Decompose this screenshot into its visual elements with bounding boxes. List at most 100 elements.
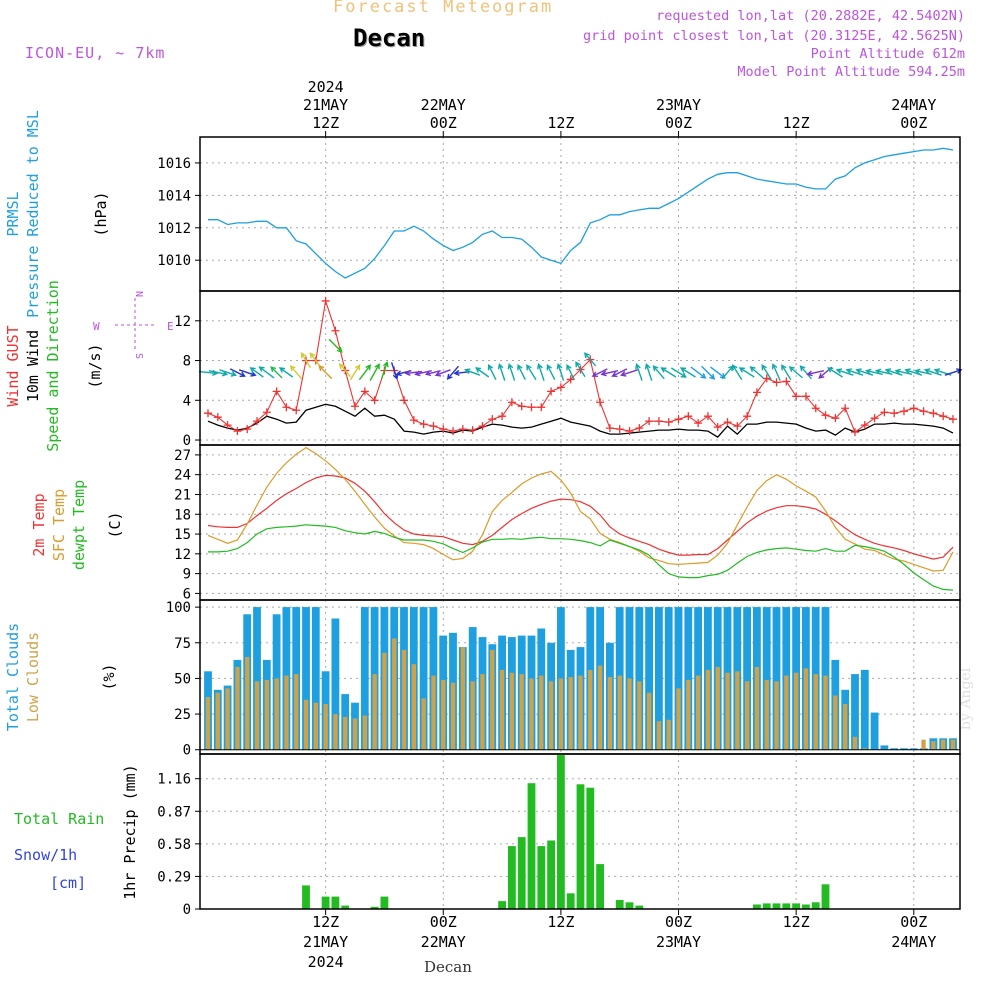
legend-snow-unit: [cm] xyxy=(50,874,86,892)
bottom-time-label: 23MAY xyxy=(656,933,701,951)
model-label: ICON-EU, ~ 7km xyxy=(25,44,166,62)
total-cloud-bar xyxy=(880,745,889,750)
temp-dewpt-line xyxy=(208,524,954,591)
low-cloud-bar xyxy=(343,716,348,750)
rain-bar xyxy=(753,904,761,909)
wind-direction-arrow xyxy=(944,368,963,376)
y-tick-label: 0.87 xyxy=(157,804,191,820)
rain-bar xyxy=(635,905,644,909)
rain-bar xyxy=(498,901,506,909)
compass-s: S xyxy=(133,353,144,359)
low-cloud-bar xyxy=(715,667,720,750)
low-cloud-bar xyxy=(529,678,534,750)
gust-marker xyxy=(488,415,497,424)
gust-marker xyxy=(939,412,948,421)
low-cloud-bar xyxy=(950,739,956,750)
wind-direction-arrow xyxy=(390,362,399,380)
panel-frame xyxy=(199,444,961,601)
total-cloud-bar xyxy=(890,748,899,750)
wind-direction-arrow xyxy=(475,367,490,378)
wind-direction-arrow xyxy=(710,366,727,379)
panel-ylabel: 2m Temp xyxy=(30,493,48,556)
gust-marker xyxy=(409,416,418,425)
total-cloud-bar xyxy=(870,712,879,750)
gust-marker xyxy=(223,421,232,430)
wind-direction-arrow xyxy=(487,364,497,381)
wind-direction-arrow xyxy=(884,368,903,376)
wind-direction-arrow xyxy=(219,369,238,377)
low-cloud-bar xyxy=(862,748,867,750)
wind-direction-arrow xyxy=(446,365,460,380)
panel-ylabel: Pressure Reduced to MSL xyxy=(24,110,42,318)
gust-marker xyxy=(537,403,546,412)
wind-direction-arrow xyxy=(788,366,803,379)
gust-marker xyxy=(566,375,575,384)
gust-marker xyxy=(213,413,222,422)
rain-bar xyxy=(576,784,585,909)
low-cloud-bar xyxy=(568,677,573,750)
temp-2m-line xyxy=(207,474,954,560)
wind-direction-arrow xyxy=(749,366,764,379)
gust-marker xyxy=(449,427,458,436)
wind-direction-arrow xyxy=(670,367,687,378)
wind-direction-arrow xyxy=(556,363,565,381)
gust-marker xyxy=(468,426,477,435)
rain-bar xyxy=(811,902,820,909)
gust-marker xyxy=(360,387,369,396)
low-cloud-bar xyxy=(274,678,279,750)
low-cloud-bar xyxy=(852,736,858,750)
wind-direction-arrow xyxy=(761,364,772,381)
low-cloud-bar xyxy=(696,675,701,750)
total-cloud-bar xyxy=(625,607,634,750)
panel-ylabel: 1hr Precip (mm) xyxy=(121,764,139,899)
low-cloud-bar xyxy=(235,667,240,750)
low-cloud-bar xyxy=(372,674,377,750)
low-cloud-bar xyxy=(676,688,681,750)
gust-marker xyxy=(507,398,516,407)
low-cloud-bar xyxy=(686,679,691,750)
wind-direction-arrow xyxy=(278,367,294,378)
wind-direction-arrow xyxy=(270,366,283,379)
wind-direction-arrow xyxy=(690,366,707,379)
rain-bar xyxy=(370,906,379,909)
y-tick-label: 75 xyxy=(174,636,191,652)
rain-bar xyxy=(341,905,350,909)
top-time-label: 23MAY xyxy=(656,96,701,114)
gust-marker xyxy=(596,398,605,407)
low-cloud-bar xyxy=(656,721,662,750)
wind-direction-arrow xyxy=(424,370,441,377)
gust-marker xyxy=(772,378,781,387)
rain-bar xyxy=(557,755,565,909)
total-cloud-bar xyxy=(311,607,320,750)
y-tick-label: 0 xyxy=(183,902,191,918)
y-tick-label: 1.16 xyxy=(157,772,191,788)
wind-direction-arrow xyxy=(537,363,545,381)
low-cloud-bar xyxy=(499,669,505,750)
gust-marker xyxy=(351,402,360,411)
gust-marker xyxy=(331,326,340,335)
panel-ylabel: Wind GUST xyxy=(4,325,22,406)
low-cloud-bar xyxy=(401,649,407,750)
y-tick-label: 12 xyxy=(174,314,191,330)
bottom-time-label: 12Z xyxy=(547,913,574,931)
wind-direction-arrow xyxy=(289,365,303,380)
wind-direction-arrow xyxy=(526,364,537,381)
gust-marker xyxy=(370,396,379,405)
rain-bar xyxy=(527,783,536,909)
panel-ylabel: (m/s) xyxy=(86,343,104,388)
low-cloud-bar xyxy=(754,667,760,750)
rain-bar xyxy=(792,903,800,909)
y-tick-label: 15 xyxy=(174,527,191,543)
y-tick-label: 0.29 xyxy=(157,869,191,885)
low-cloud-bar xyxy=(450,682,456,750)
gust-marker xyxy=(703,412,712,421)
gust-marker xyxy=(429,422,438,431)
gust-marker xyxy=(733,422,742,431)
low-cloud-bar xyxy=(284,675,289,750)
gust-marker xyxy=(919,407,928,416)
panel-ylabel: SFC Temp xyxy=(50,489,68,561)
total-cloud-bar xyxy=(762,607,771,750)
bottom-time-label: 21MAY xyxy=(303,933,348,951)
wind-direction-arrow xyxy=(309,352,322,369)
